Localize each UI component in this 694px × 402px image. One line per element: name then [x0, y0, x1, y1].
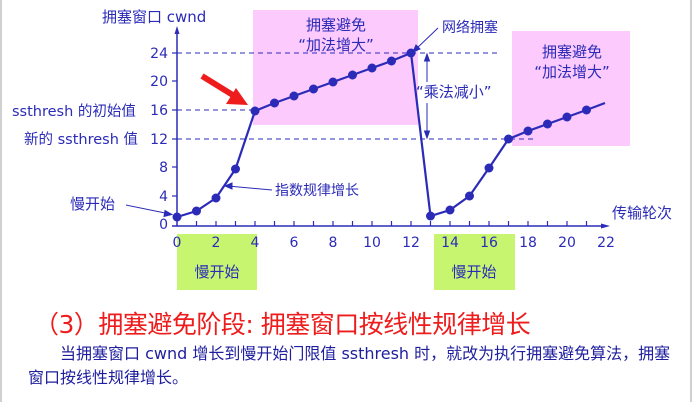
x-axis-title: 传输轮次	[612, 204, 672, 222]
svg-text:4: 4	[251, 235, 260, 251]
ca-label-2-line1: 拥塞避免	[542, 43, 602, 61]
congestion-pointer	[414, 27, 439, 51]
exponential-label: 指数规律增长	[275, 183, 359, 199]
section-heading: （3）拥塞避免阶段: 拥塞窗口按线性规律增长	[34, 310, 531, 339]
ss-region-1	[177, 234, 257, 290]
svg-text:20: 20	[150, 74, 168, 90]
x-axis-arrow-icon	[601, 223, 610, 229]
ca-region-1	[253, 10, 418, 125]
svg-text:8: 8	[159, 160, 168, 176]
svg-text:8: 8	[329, 235, 338, 251]
mult-decrease-label: “乘法减小”	[416, 83, 492, 101]
slow-start-box-1-label: 慢开始	[194, 263, 239, 281]
svg-text:12: 12	[150, 132, 168, 148]
cwnd-points	[172, 48, 591, 222]
svg-text:16: 16	[150, 103, 168, 119]
red-arrow-icon	[200, 73, 248, 105]
svg-text:18: 18	[519, 235, 537, 251]
svg-text:22: 22	[597, 235, 615, 251]
right-border	[690, 0, 692, 402]
svg-text:4: 4	[159, 189, 168, 205]
ssthresh-new-label: 新的 ssthresh 值	[24, 131, 138, 148]
left-border	[0, 0, 2, 402]
slow-start-label: 慢开始	[70, 195, 115, 213]
svg-text:12: 12	[402, 235, 420, 251]
slow-start-pointer	[125, 204, 171, 215]
svg-text:6: 6	[290, 235, 299, 251]
svg-text:14: 14	[441, 235, 459, 251]
ca-region-2	[512, 31, 630, 146]
ca-label-1-line1: 拥塞避免	[306, 16, 366, 34]
exponential-pointer	[227, 185, 273, 191]
svg-text:24: 24	[150, 46, 168, 62]
slow-start-box-2-label: 慢开始	[451, 263, 496, 281]
description-paragraph: 当拥塞窗口 cwnd 增长到慢开始门限值 ssthresh 时，就改为执行拥塞避…	[28, 344, 671, 387]
ssthresh-initial-label: ssthresh 的初始值	[12, 103, 136, 120]
y-axis-title: 拥塞窗口 cwnd	[102, 8, 206, 26]
svg-text:20: 20	[558, 235, 576, 251]
ca-label-2-line2: “加法增大”	[534, 63, 610, 81]
svg-text:10: 10	[363, 235, 381, 251]
ss-region-2	[434, 234, 515, 290]
svg-text:2: 2	[212, 235, 221, 251]
svg-text:16: 16	[480, 235, 498, 251]
congestion-label: 网络拥塞	[442, 19, 498, 36]
svg-text:0: 0	[159, 217, 168, 233]
svg-text:0: 0	[173, 235, 182, 251]
y-axis-arrow-icon	[174, 26, 180, 34]
ca-label-1-line2: “加法增大”	[298, 36, 374, 54]
